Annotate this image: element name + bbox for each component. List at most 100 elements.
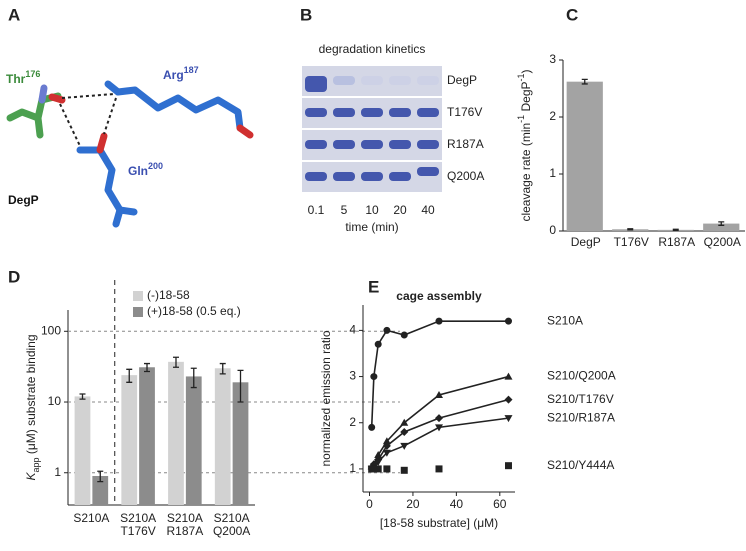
molecule bbox=[6, 80, 254, 228]
y-tick-label: 3 bbox=[349, 369, 356, 383]
text-part: 200 bbox=[148, 161, 163, 171]
gel-band bbox=[417, 167, 439, 176]
data-point bbox=[504, 317, 512, 325]
x-tick-label: 20 bbox=[406, 497, 420, 511]
series-label: S210A bbox=[547, 313, 583, 327]
legend-swatch bbox=[133, 307, 143, 317]
panel-label: E bbox=[368, 277, 379, 296]
error-bar bbox=[672, 228, 679, 232]
gel-time: 5 bbox=[341, 203, 348, 217]
gel-row-label: Q200A bbox=[447, 169, 484, 183]
error-bar bbox=[627, 228, 634, 231]
h-bonds bbox=[59, 93, 117, 147]
text-part: app bbox=[31, 457, 41, 472]
x-tick-label: DegP bbox=[571, 235, 601, 249]
gel-band bbox=[417, 108, 439, 117]
gel-band bbox=[389, 172, 411, 181]
data-point bbox=[435, 424, 443, 432]
bar bbox=[185, 376, 202, 505]
error-bar bbox=[190, 367, 197, 389]
error-bar bbox=[718, 221, 725, 226]
chart-title: cage assembly bbox=[396, 289, 482, 303]
y-tick-label: 2 bbox=[349, 415, 356, 429]
data-point bbox=[368, 423, 376, 431]
residue-label: Arg187 bbox=[163, 65, 199, 82]
text-part: (μM) substrate binding bbox=[24, 334, 38, 457]
gel-band bbox=[361, 172, 383, 181]
data-point bbox=[400, 442, 409, 450]
bar bbox=[139, 367, 155, 505]
data-point bbox=[383, 465, 391, 473]
gel-band bbox=[305, 172, 327, 181]
y-axis-label: Kapp (μM) substrate binding bbox=[24, 334, 41, 480]
gel-time: 20 bbox=[393, 203, 407, 217]
x-axis-label: [18-58 substrate] (μM) bbox=[380, 516, 498, 530]
data-point bbox=[382, 449, 391, 457]
error-bar bbox=[172, 356, 179, 368]
series-label: S210/T176V bbox=[547, 392, 614, 406]
data-point bbox=[435, 317, 443, 325]
y-tick-label: 4 bbox=[349, 323, 356, 337]
text-part: Arg bbox=[163, 68, 184, 82]
gel-band bbox=[361, 108, 383, 117]
x-tick-label: T176V bbox=[120, 524, 155, 538]
data-point bbox=[435, 414, 443, 423]
x-tick-label: Q200A bbox=[213, 524, 250, 538]
error-bar bbox=[581, 78, 588, 85]
fit-line bbox=[370, 398, 509, 469]
data-point bbox=[400, 427, 409, 436]
x-tick-label: S210A bbox=[214, 511, 250, 525]
panel-label: C bbox=[566, 5, 578, 24]
text-part: 176 bbox=[25, 69, 40, 79]
residue-label: Gln200 bbox=[128, 161, 163, 178]
x-tick-label: S210A bbox=[120, 511, 156, 525]
gel-row-label: DegP bbox=[447, 73, 477, 87]
data-point bbox=[435, 465, 443, 473]
gel-band bbox=[333, 108, 355, 117]
gel-band bbox=[361, 76, 383, 85]
legend-label: (-)18-58 bbox=[147, 288, 190, 302]
error-bar bbox=[144, 362, 151, 373]
bar bbox=[232, 382, 249, 505]
bar bbox=[92, 475, 109, 505]
residue-label: Thr176 bbox=[6, 69, 40, 86]
text-part: ) bbox=[519, 69, 533, 73]
series-label: S210/R187A bbox=[547, 410, 615, 424]
x-tick-label: R187A bbox=[167, 524, 204, 538]
data-point bbox=[400, 418, 409, 426]
gel-band bbox=[333, 76, 355, 85]
gel-band bbox=[389, 108, 411, 117]
text-part: -1 bbox=[516, 115, 526, 123]
gel-row-label: T176V bbox=[447, 105, 482, 119]
error-bar bbox=[126, 368, 133, 383]
y-tick-label: 10 bbox=[48, 394, 62, 408]
gel-row-label: R187A bbox=[447, 137, 484, 151]
gel-band bbox=[417, 76, 439, 85]
data-point bbox=[504, 372, 513, 380]
gel bbox=[302, 66, 442, 192]
legend-label: (+)18-58 (0.5 eq.) bbox=[147, 304, 241, 318]
gel-time: 10 bbox=[365, 203, 379, 217]
gel-band bbox=[305, 76, 327, 92]
text-part: 187 bbox=[184, 65, 199, 75]
panel-label: B bbox=[300, 5, 312, 24]
y-tick-label: 1 bbox=[549, 166, 556, 180]
gel-time: 40 bbox=[421, 203, 435, 217]
y-tick-label: 1 bbox=[54, 465, 61, 479]
data-point bbox=[370, 373, 378, 381]
gel-band bbox=[417, 140, 439, 149]
x-tick-label: T176V bbox=[614, 235, 649, 249]
y-tick-label: 0 bbox=[549, 223, 556, 237]
data-point bbox=[504, 462, 512, 470]
bar bbox=[168, 361, 184, 505]
fit-line bbox=[370, 320, 509, 428]
panel-label: D bbox=[8, 267, 20, 286]
text-part: DegP bbox=[519, 81, 533, 114]
y-tick-label: 3 bbox=[549, 52, 556, 66]
x-tick-label: 40 bbox=[450, 497, 464, 511]
gel-band bbox=[389, 76, 411, 85]
text-part: Thr bbox=[6, 72, 26, 86]
bar bbox=[566, 81, 603, 231]
y-axis-label: normalized emission ratio bbox=[319, 330, 333, 466]
